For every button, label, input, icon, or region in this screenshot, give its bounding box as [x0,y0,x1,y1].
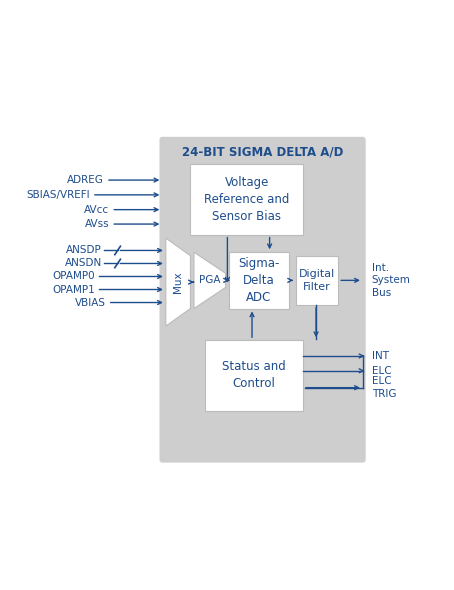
Text: ELC: ELC [372,366,391,376]
FancyBboxPatch shape [159,137,365,463]
Text: ADREG: ADREG [67,175,104,185]
FancyBboxPatch shape [296,255,338,305]
Text: VBIAS: VBIAS [75,297,106,307]
Text: ANSDP: ANSDP [66,245,102,255]
Text: Voltage
Reference and
Sensor Bias: Voltage Reference and Sensor Bias [204,176,290,223]
Text: Int.
System
Bus: Int. System Bus [372,263,410,298]
Text: Status and
Control: Status and Control [222,360,286,391]
Text: INT: INT [372,351,389,361]
Text: OPAMP1: OPAMP1 [52,284,95,294]
Text: ELC
TRIG: ELC TRIG [372,376,396,399]
Text: 24-BIT SIGMA DELTA A/D: 24-BIT SIGMA DELTA A/D [182,145,343,159]
Text: Digital
Filter: Digital Filter [299,269,335,292]
FancyBboxPatch shape [191,164,303,235]
Text: ANSDN: ANSDN [64,258,102,268]
Polygon shape [194,252,226,309]
Text: SBIAS/VREFI: SBIAS/VREFI [26,190,90,200]
FancyBboxPatch shape [229,252,289,309]
Text: Mux: Mux [173,271,183,293]
Text: PGA: PGA [199,276,221,286]
Polygon shape [166,238,191,326]
Text: Sigma-
Delta
ADC: Sigma- Delta ADC [238,257,280,304]
FancyBboxPatch shape [205,340,303,411]
Text: AVss: AVss [85,219,109,229]
Text: AVcc: AVcc [84,205,109,215]
Text: OPAMP0: OPAMP0 [52,271,95,281]
